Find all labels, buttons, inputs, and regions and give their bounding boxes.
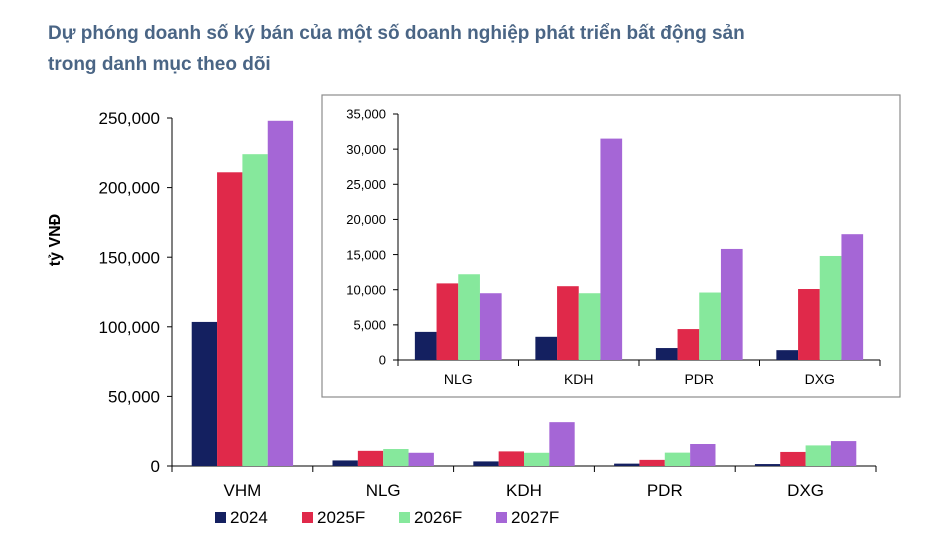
main-bar	[664, 452, 691, 466]
inset-bar	[720, 248, 743, 360]
legend-swatch	[399, 512, 410, 523]
main-bar	[383, 449, 409, 466]
main-bar	[614, 463, 640, 466]
inset-bar	[557, 286, 579, 360]
main-bar	[498, 451, 524, 466]
inset-x-tick-label: DXG	[805, 371, 835, 387]
main-y-tick-label: 200,000	[99, 179, 160, 198]
main-y-tick-label: 150,000	[99, 248, 160, 267]
inset-x-tick-label: PDR	[684, 371, 714, 387]
main-bar	[217, 172, 243, 466]
inset-bar	[798, 289, 820, 360]
chart-title: Dự phóng doanh số ký bán của một số doan…	[48, 18, 928, 80]
inset-y-tick-label: 10,000	[346, 282, 386, 297]
main-bar	[690, 444, 716, 466]
main-bar	[191, 321, 218, 466]
main-x-tick-label: DXG	[787, 481, 824, 500]
main-y-tick-label: 100,000	[99, 318, 160, 337]
main-y-tick-label: 0	[151, 457, 160, 476]
inset-y-tick-label: 5,000	[353, 318, 386, 333]
inset-bar	[458, 274, 480, 360]
legend-label: 2026F	[414, 508, 462, 527]
inset-y-tick-label: 20,000	[346, 212, 386, 227]
inset-y-tick-label: 0	[379, 353, 386, 368]
chart-title-line-1: Dự phóng doanh số ký bán của một số doan…	[48, 23, 745, 44]
inset-bar	[436, 283, 459, 360]
legend-swatch	[215, 512, 226, 523]
inset-x-tick-label: NLG	[444, 371, 473, 387]
legend-swatch	[302, 512, 313, 523]
inset-bar	[655, 348, 678, 360]
y-axis-label: tỷ VNĐ	[47, 214, 64, 266]
inset-y-tick-label: 25,000	[346, 177, 386, 192]
inset-x-tick-label: KDH	[564, 371, 594, 387]
main-x-tick-label: PDR	[647, 481, 683, 500]
main-bar	[830, 441, 857, 466]
inset-bar	[699, 292, 721, 360]
inset-bar	[841, 234, 864, 360]
main-bar	[639, 459, 665, 466]
main-y-tick-label: 50,000	[108, 388, 160, 407]
legend-label: 2024	[230, 508, 268, 527]
main-bar	[754, 464, 781, 466]
inset-y-tick-label: 15,000	[346, 247, 386, 262]
main-bar	[332, 460, 358, 466]
main-bar	[408, 452, 434, 466]
main-bar	[267, 120, 294, 466]
main-bar	[549, 422, 575, 466]
inset-bar	[578, 293, 601, 360]
main-x-tick-label: KDH	[506, 481, 542, 500]
main-x-tick-label: NLG	[366, 481, 401, 500]
inset-bar	[535, 336, 558, 360]
main-bar	[357, 450, 384, 466]
main-bar	[805, 445, 831, 466]
inset-bar	[819, 255, 842, 360]
inset-bar	[414, 331, 437, 360]
inset-y-tick-label: 30,000	[346, 142, 386, 157]
inset-bar	[479, 293, 502, 360]
legend-label: 2027F	[511, 508, 559, 527]
chart-title-line-2: trong danh mục theo dõi	[48, 54, 271, 75]
main-bar	[242, 154, 268, 466]
main-bar	[524, 452, 550, 466]
legend-label: 2025F	[317, 508, 365, 527]
main-x-tick-label: VHM	[224, 481, 262, 500]
inset-bar	[776, 350, 799, 360]
legend-swatch	[496, 512, 507, 523]
inset-bar	[677, 329, 700, 360]
inset-bar	[600, 138, 623, 360]
main-bar	[780, 451, 806, 466]
main-bar	[473, 461, 499, 466]
main-y-tick-label: 250,000	[99, 109, 160, 128]
inset-y-tick-label: 35,000	[346, 107, 386, 122]
